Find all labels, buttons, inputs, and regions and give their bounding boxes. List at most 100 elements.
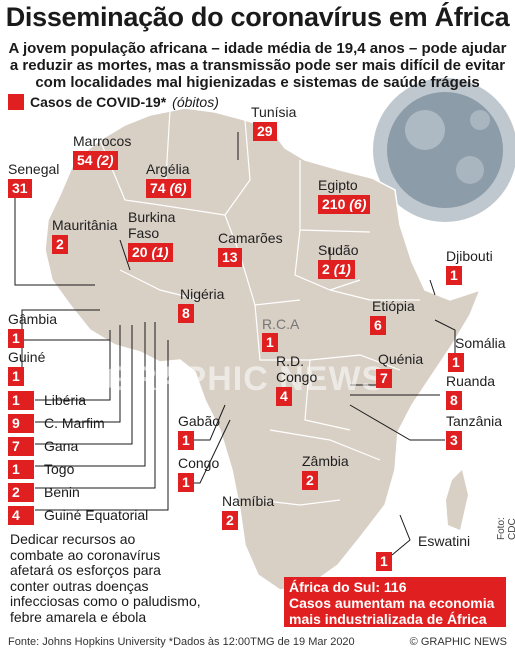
cases-eswatini: 1	[376, 552, 392, 571]
note-line: combate ao coronavírus	[10, 546, 161, 563]
list-cases: 9	[8, 413, 34, 433]
label-camaroes: Camarões	[218, 230, 283, 246]
note-line: conter outras doenças	[10, 577, 149, 594]
list-item: 2 Benin	[8, 481, 148, 503]
list-country: Gana	[44, 438, 79, 454]
list-cases: 1	[8, 390, 34, 410]
list-country: C. Marfim	[44, 415, 105, 431]
cases-etiopia: 6	[370, 316, 386, 335]
label-tanzania: Tanzânia	[446, 413, 503, 429]
list-cases: 2	[8, 482, 34, 502]
cases-rdcongo: 4	[276, 387, 292, 406]
label-congo: Congo	[178, 455, 220, 471]
cases-nigeria: 8	[178, 304, 194, 323]
legend-swatch	[8, 94, 24, 110]
label-ruanda: Ruanda	[446, 373, 496, 389]
credit: © GRAPHIC NEWS	[409, 636, 507, 648]
legend-sub: (óbitos)	[172, 94, 219, 110]
list-item: 1 Togo	[8, 458, 148, 480]
label-gabao: Gabão	[178, 413, 221, 429]
label-mauritania: Mauritânia	[52, 217, 118, 233]
cases-value: 210	[322, 196, 346, 212]
cases-djibouti: 1	[446, 266, 462, 285]
cases-value: 74	[150, 180, 166, 196]
cases-argelia: 74 (6)	[146, 179, 191, 198]
subtitle-line: a reduzir as mortes, mas a transmissão p…	[9, 57, 506, 74]
label-zambia: Zâmbia	[302, 453, 349, 469]
list-country: Libéria	[44, 392, 87, 408]
cases-value: 20	[132, 244, 148, 260]
deaths-value: (1)	[333, 261, 351, 277]
west-africa-list: 1 Libéria 9 C. Marfim 7 Gana 1 Togo 2 Benin 4…	[8, 389, 148, 527]
note-line: afetará os esforços para	[10, 562, 161, 578]
label-tunisia: Tunísia	[251, 104, 297, 120]
label-marrocos: Marrocos	[73, 133, 132, 149]
cases-congo: 1	[178, 473, 194, 492]
cases-gabao: 1	[178, 431, 194, 450]
label-sudao: Sudão	[318, 242, 359, 258]
list-country: Togo	[44, 461, 75, 477]
deaths-value: (2)	[96, 152, 114, 168]
label-djibouti: Djibouti	[446, 248, 493, 264]
list-item: 4 Guiné Equatorial	[8, 504, 148, 526]
cases-marrocos: 54 (2)	[73, 151, 118, 170]
cases-senegal: 31	[8, 179, 32, 198]
list-item: 9 C. Marfim	[8, 412, 148, 434]
label-senegal: Senegal	[8, 161, 60, 177]
cases-guine: 1	[8, 367, 24, 386]
cases-sudao: 2 (1)	[318, 260, 355, 279]
list-country: Guiné Equatorial	[44, 507, 149, 523]
cases-quenia: 7	[376, 369, 392, 388]
label-burkina-2: Faso	[128, 225, 160, 241]
sa-line-3: mais industrializada de África	[289, 611, 487, 627]
label-burkina: Burkina	[128, 209, 176, 225]
sa-line-1: África do Sul: 116	[289, 579, 407, 595]
label-nigeria: Nigéria	[180, 286, 225, 302]
cases-somalia: 1	[448, 353, 464, 372]
cases-rca: 1	[262, 333, 278, 352]
page-title: Disseminação do coronavírus em África	[5, 2, 510, 32]
cases-tunisia: 29	[253, 122, 277, 141]
list-country: Benin	[44, 484, 80, 500]
source-note: Fonte: Johns Hopkins University *Dados à…	[8, 636, 355, 648]
cases-mauritania: 2	[52, 235, 68, 254]
note-line: Dedicar recursos ao	[10, 531, 136, 547]
list-item: 7 Gana	[8, 435, 148, 457]
subtitle-line: com localidades mal higienizadas e siste…	[35, 74, 480, 91]
subtitle-line: A jovem população africana – idade média…	[8, 40, 507, 57]
cases-burkina: 20 (1)	[128, 243, 173, 262]
legend: Casos de COVID-19* (óbitos)	[8, 94, 219, 110]
madagascar	[446, 470, 468, 530]
label-egipto: Egipto	[318, 177, 358, 193]
list-cases: 7	[8, 436, 34, 456]
label-gambia: Gâmbia	[8, 311, 58, 327]
cases-value: 2	[322, 261, 330, 277]
list-item: 1 Libéria	[8, 389, 148, 411]
cases-namibia: 2	[222, 511, 238, 530]
label-quenia: Quénia	[378, 351, 424, 367]
note-line: infecciosas como o paludismo,	[10, 593, 201, 609]
cases-egipto: 210 (6)	[318, 195, 371, 214]
photo-credit: Foto: CDC	[496, 517, 515, 540]
label-etiopia: Etiópia	[372, 298, 415, 314]
virus-illustration	[373, 78, 515, 222]
cases-camaroes: 13	[218, 248, 242, 267]
cases-gambia: 1	[8, 329, 24, 348]
cases-zambia: 2	[302, 471, 318, 490]
label-guine: Guiné	[8, 349, 46, 365]
label-eswatini: Eswatini	[418, 533, 471, 549]
south-africa-callout: África do Sul: 116 Casos aumentam na eco…	[284, 577, 506, 627]
cases-ruanda: 8	[446, 391, 462, 410]
label-argelia: Argélia	[146, 161, 190, 177]
deaths-value: (6)	[349, 196, 367, 212]
list-cases: 4	[8, 505, 34, 525]
cases-tanzania: 3	[446, 431, 462, 450]
label-namibia: Namíbia	[222, 493, 275, 509]
note-text: Dedicar recursos ao combate ao coronavír…	[10, 531, 210, 625]
label-rdcongo: R.D.	[276, 353, 304, 369]
note-line: febre amarela e ébola	[10, 608, 147, 625]
sa-line-2: Casos aumentam na economia	[289, 595, 495, 611]
subtitle: A jovem população africana – idade média…	[0, 40, 515, 91]
legend-label: Casos de COVID-19*	[30, 94, 167, 110]
label-somalia: Somália	[455, 335, 506, 351]
